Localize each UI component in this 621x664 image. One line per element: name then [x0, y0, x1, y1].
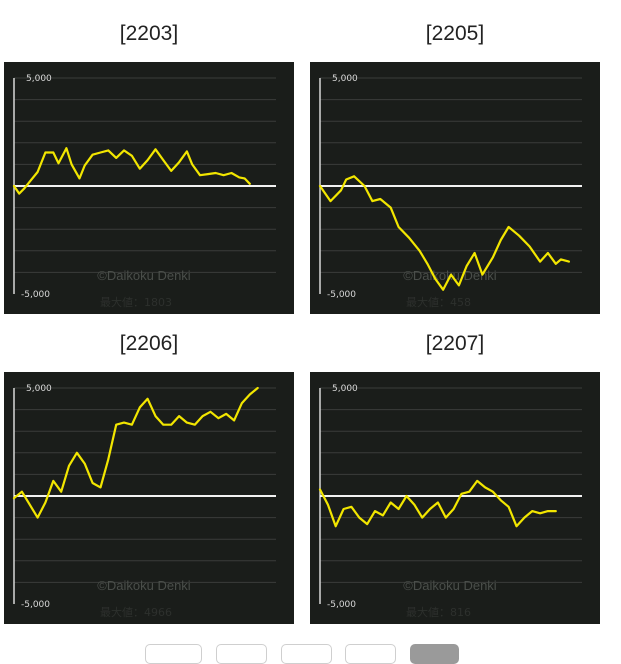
watermark: ©Daikoku Denki	[97, 578, 191, 593]
y-tick-label-max: 5,000	[332, 74, 358, 84]
chart-title: [2207]	[425, 332, 485, 355]
y-tick-label-max: 5,000	[332, 384, 358, 394]
series-line	[318, 175, 570, 291]
chart-svg: 5,000 -5,000 ©Daikoku Denki 最大値：816	[318, 384, 582, 619]
y-tick-label-min: -5,000	[21, 290, 50, 300]
y-tick-label-min: -5,000	[327, 600, 356, 610]
max-value-label: 最大値：458	[406, 295, 471, 309]
chart-svg: 5,000 -5,000 ©Daikoku Denki 最大値：1803	[12, 74, 276, 309]
slump-chart: 5,000 -5,000 ©Daikoku Denki 最大値：458	[310, 62, 600, 314]
page-button-1[interactable]	[145, 644, 202, 664]
y-tick-label-max: 5,000	[26, 384, 52, 394]
y-tick-label-min: -5,000	[21, 600, 50, 610]
y-tick-label-max: 5,000	[26, 74, 52, 84]
chart-svg: 5,000 -5,000 ©Daikoku Denki 最大値：4966	[12, 384, 276, 619]
slump-chart: 5,000 -5,000 ©Daikoku Denki 最大値：1803	[4, 62, 294, 314]
slump-chart: 5,000 -5,000 ©Daikoku Denki 最大値：4966	[4, 372, 294, 624]
y-tick-label-min: -5,000	[327, 290, 356, 300]
max-value-label: 最大値：1803	[100, 295, 172, 309]
watermark: ©Daikoku Denki	[403, 578, 497, 593]
watermark: ©Daikoku Denki	[97, 268, 191, 283]
series-line	[12, 386, 259, 519]
chart-title: [2203]	[119, 22, 179, 45]
page-button-3[interactable]	[281, 644, 332, 664]
chart-title: [2206]	[119, 332, 179, 355]
page-button-4[interactable]	[345, 644, 396, 664]
page-button-current[interactable]	[410, 644, 459, 664]
series-line	[318, 479, 557, 528]
page-button-2[interactable]	[216, 644, 267, 664]
chart-title: [2205]	[425, 22, 485, 45]
slump-chart: 5,000 -5,000 ©Daikoku Denki 最大値：816	[310, 372, 600, 624]
max-value-label: 最大値：4966	[100, 605, 172, 619]
series-line	[12, 147, 251, 195]
max-value-label: 最大値：816	[406, 605, 471, 619]
